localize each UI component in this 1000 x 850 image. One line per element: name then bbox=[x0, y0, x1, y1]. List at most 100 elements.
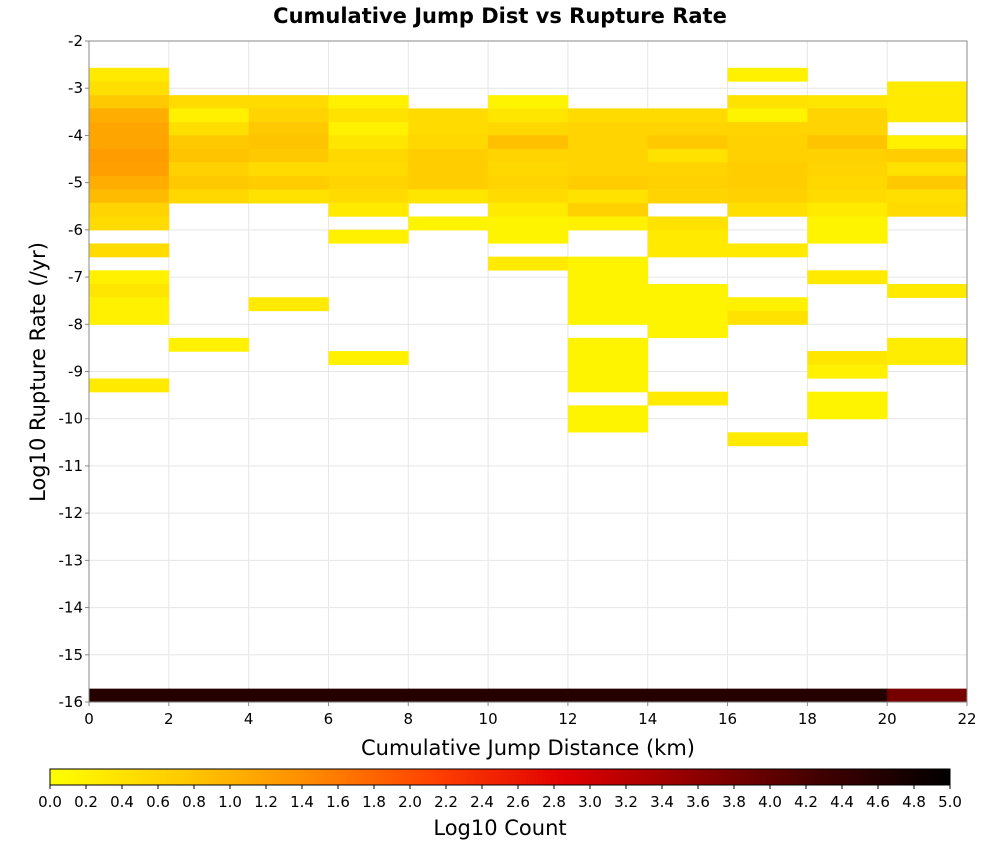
heatmap-cell bbox=[647, 216, 728, 231]
heatmap-cell bbox=[887, 175, 968, 190]
heatmap-cell bbox=[807, 148, 888, 163]
heatmap-cell bbox=[567, 148, 649, 163]
heatmap-cell bbox=[807, 270, 888, 285]
x-tick-label: 14 bbox=[638, 710, 657, 728]
heatmap-cell bbox=[647, 135, 728, 150]
y-tick-label: -4 bbox=[68, 126, 83, 144]
y-axis-title: Log10 Rupture Rate (/yr) bbox=[26, 242, 50, 502]
heatmap-cell bbox=[89, 122, 170, 136]
y-tick-label: -15 bbox=[59, 646, 84, 664]
heatmap-cell bbox=[807, 364, 888, 379]
colorbar-tick-label: 2.6 bbox=[506, 793, 530, 811]
heatmap-cell bbox=[647, 688, 728, 703]
heatmap-cell bbox=[807, 135, 888, 150]
heatmap-cell bbox=[488, 189, 569, 204]
heatmap-cell bbox=[567, 189, 649, 204]
heatmap-cell bbox=[168, 122, 250, 136]
heatmap-cell bbox=[567, 108, 649, 123]
heatmap-cell bbox=[887, 351, 968, 365]
heatmap-cell bbox=[887, 81, 968, 96]
heatmap-cell bbox=[727, 432, 808, 447]
heatmap-cell bbox=[89, 148, 170, 163]
heatmap-cell bbox=[488, 95, 569, 110]
heatmap-cell bbox=[89, 162, 170, 177]
x-axis-title: Cumulative Jump Distance (km) bbox=[361, 736, 695, 760]
heatmap-cell bbox=[727, 122, 808, 136]
heatmap-cell bbox=[887, 108, 968, 123]
heatmap-cell bbox=[647, 229, 728, 244]
heatmap-cell bbox=[567, 270, 649, 285]
colorbar-tick-label: 3.6 bbox=[686, 793, 710, 811]
heatmap-cell bbox=[408, 175, 489, 190]
colorbar-tick-label: 1.4 bbox=[290, 793, 314, 811]
y-tick-label: -12 bbox=[59, 504, 84, 522]
heatmap-cell bbox=[567, 216, 649, 231]
heatmap-cell bbox=[488, 148, 569, 163]
heatmap-cell bbox=[168, 108, 250, 123]
x-tick-label: 16 bbox=[718, 710, 737, 728]
heatmap-cell bbox=[567, 202, 649, 217]
heatmap-cell bbox=[567, 162, 649, 177]
colorbar-tick-label: 0.0 bbox=[38, 793, 62, 811]
colorbar-ticks: 0.0 0.2 0.4 0.6 0.8 1.0 1.2 1.4 1.6 1.8 2.0 2.2 2.4 2… bbox=[38, 785, 962, 811]
colorbar-tick-label: 2.0 bbox=[398, 793, 422, 811]
colorbar-tick-label: 1.0 bbox=[218, 793, 242, 811]
heatmap-cell bbox=[89, 202, 170, 217]
heatmap-cell bbox=[567, 405, 649, 420]
heatmap-cell bbox=[567, 351, 649, 365]
heatmap-cell bbox=[328, 135, 409, 150]
heatmap-cell bbox=[887, 284, 968, 298]
heatmap-cell bbox=[647, 108, 728, 123]
colorbar-tick-label: 3.8 bbox=[722, 793, 746, 811]
x-tick-label: 4 bbox=[244, 710, 254, 728]
heatmap-cell bbox=[647, 122, 728, 136]
heatmap-cell bbox=[248, 122, 329, 136]
colorbar-tick-label: 2.8 bbox=[542, 793, 566, 811]
x-tick-label: 18 bbox=[798, 710, 817, 728]
colorbar-tick-label: 2.2 bbox=[434, 793, 458, 811]
heatmap-cell bbox=[807, 688, 888, 703]
heatmap-cell bbox=[647, 162, 728, 177]
heatmap-cell bbox=[89, 310, 170, 325]
heatmap-cell bbox=[89, 284, 170, 298]
heatmap-cell bbox=[89, 297, 170, 312]
heatmap-cell bbox=[408, 135, 489, 150]
heatmap-cell bbox=[488, 175, 569, 190]
heatmap-cell bbox=[488, 122, 569, 136]
colorbar-tick-label: 0.2 bbox=[74, 793, 98, 811]
heatmap-cell bbox=[887, 148, 968, 163]
heatmap-cell bbox=[248, 688, 329, 703]
heatmap-cell bbox=[168, 148, 250, 163]
heatmap-cell bbox=[248, 297, 329, 312]
heatmap-cell bbox=[248, 108, 329, 123]
heatmap-cell bbox=[647, 284, 728, 298]
y-tick-label: -16 bbox=[59, 693, 84, 711]
heatmap-cell bbox=[887, 688, 968, 703]
heatmap-cell bbox=[727, 243, 808, 258]
heatmap-cell bbox=[727, 189, 808, 204]
heatmap-cell bbox=[647, 297, 728, 312]
heatmap-cell bbox=[887, 189, 968, 204]
heatmap-cell bbox=[488, 162, 569, 177]
heatmap-cell bbox=[89, 270, 170, 285]
y-tick-label: -8 bbox=[68, 315, 83, 333]
y-tick-label: -10 bbox=[59, 410, 84, 428]
heatmap-cell bbox=[647, 148, 728, 163]
heatmap-cell bbox=[89, 135, 170, 150]
x-tick-label: 2 bbox=[164, 710, 174, 728]
y-tick-label: -2 bbox=[68, 32, 83, 50]
heatmap-cell bbox=[567, 256, 649, 271]
y-tick-label: -5 bbox=[68, 174, 83, 192]
x-axis-ticks: 0 2 4 6 8 10 12 14 16 18 20 22 bbox=[84, 702, 977, 728]
heatmap-cell bbox=[89, 95, 170, 110]
heatmap-cell bbox=[567, 284, 649, 298]
heatmap-cell bbox=[887, 337, 968, 352]
heatmap-cell bbox=[807, 108, 888, 123]
heatmap-cell bbox=[727, 95, 808, 110]
heatmap-cell bbox=[727, 108, 808, 123]
heatmap-cell bbox=[248, 148, 329, 163]
heatmap-cell bbox=[567, 337, 649, 352]
colorbar-tick-label: 1.6 bbox=[326, 793, 350, 811]
heatmap-cell bbox=[488, 135, 569, 150]
